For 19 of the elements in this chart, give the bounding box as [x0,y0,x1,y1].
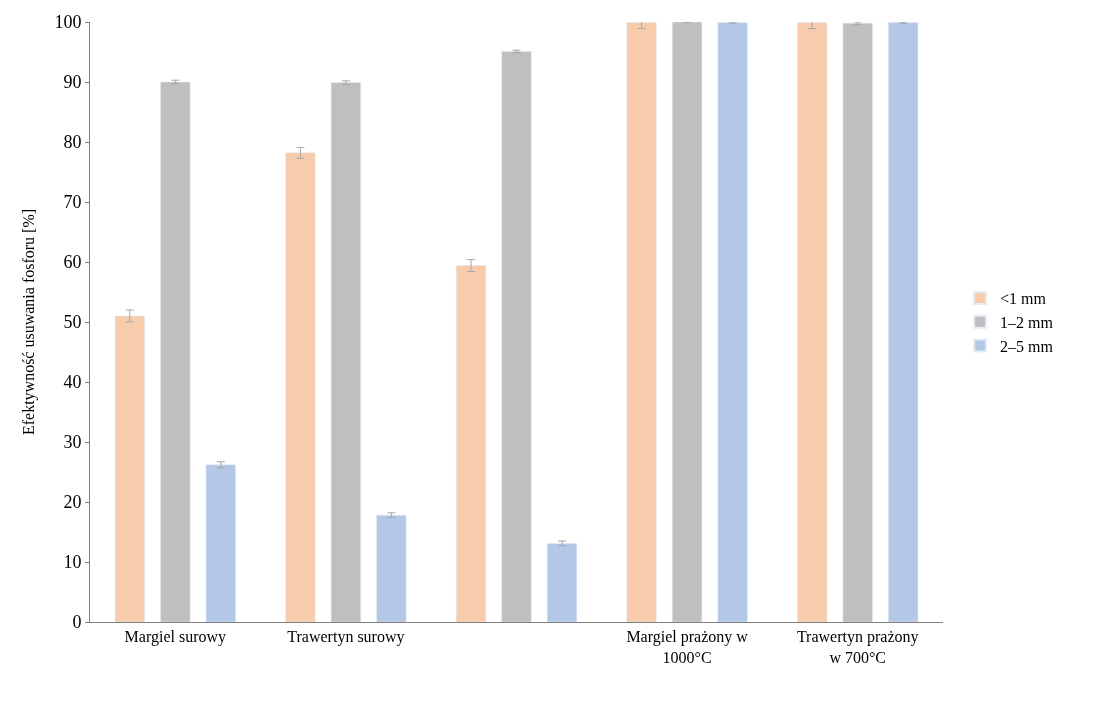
y-tick-label: 40 [63,372,82,393]
legend-label: <1 mm [1000,290,1047,308]
x-tick-label: Margiel surowy [124,628,227,647]
x-tick-label: Trawertyn surowy [287,628,405,647]
legend-label: 2–5 mm [1000,337,1054,355]
y-tick-label: 10 [63,552,82,573]
x-tick-label: Trawertyn prażony w 700°C [796,628,919,666]
y-tick-label: 70 [63,192,82,213]
x-tick-label: Margiel prażony w 1000°C [626,628,749,666]
y-tick-label: 80 [63,132,82,153]
y-tick-label: 20 [63,492,82,513]
y-tick-label: 100 [54,12,82,33]
y-tick-label: 0 [72,612,82,633]
y-tick-label: 90 [63,72,82,93]
y-tick-label: 30 [63,432,82,453]
legend-label: 1–2 mm [1000,313,1054,331]
y-axis-title: Efektywność usuwania fosforu [%] [20,208,39,436]
y-tick-label: 50 [63,312,82,333]
y-tick-label: 60 [63,252,82,273]
